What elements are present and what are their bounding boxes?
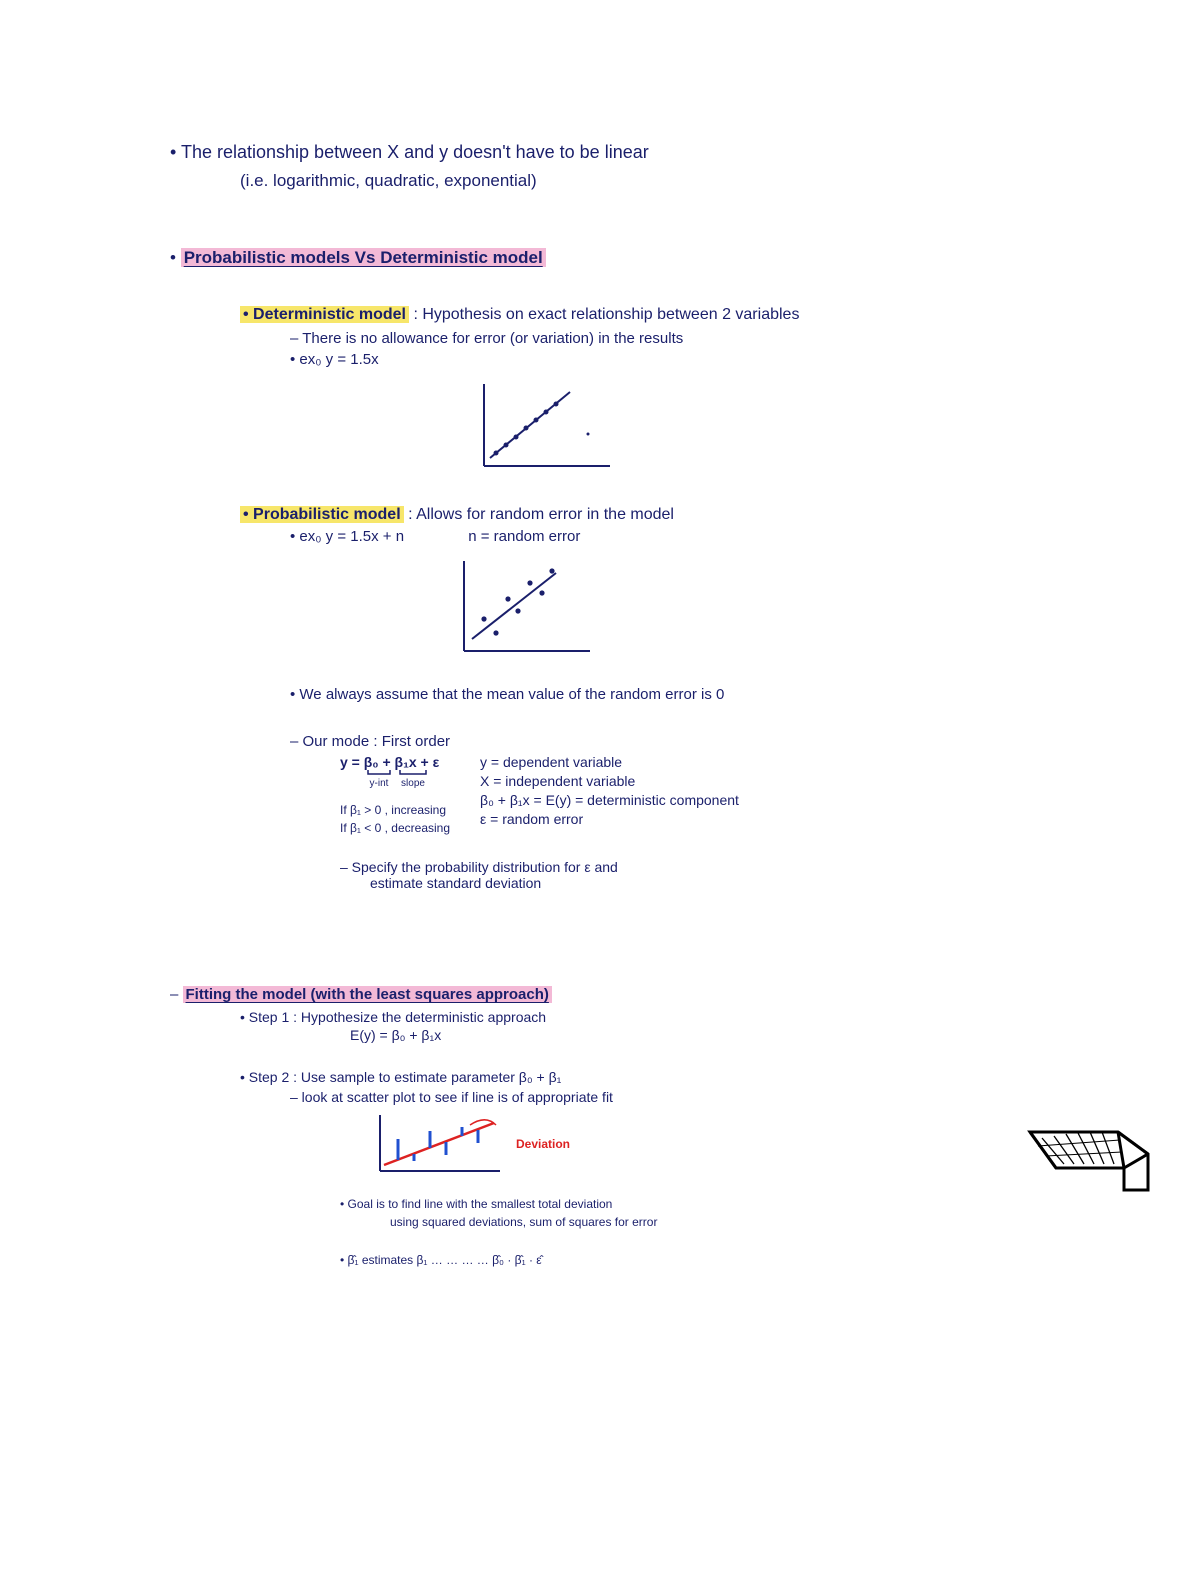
- intro-line-1: • The relationship between X and y doesn…: [170, 140, 1030, 165]
- fo-spec1: – Specify the probability distribution f…: [340, 859, 1030, 875]
- goal2: using squared deviations, sum of squares…: [390, 1215, 1030, 1229]
- firstorder-inc: If β₁ > 0 , increasing: [340, 803, 450, 817]
- brace-slope: slope: [401, 778, 425, 789]
- firstorder-dec: If β₁ < 0 , decreasing: [340, 821, 450, 835]
- fo-r2: X = independent variable: [480, 773, 739, 789]
- step2a: • Step 2 : Use sample to estimate parame…: [240, 1069, 1030, 1085]
- step1a: • Step 1 : Hypothesize the deterministic…: [240, 1009, 1030, 1025]
- deterministic-chart: [470, 376, 630, 481]
- deterministic-sub2: • ex₀ y = 1.5x: [290, 351, 1030, 368]
- section1-title: Probabilistic models Vs Deterministic mo…: [181, 248, 546, 267]
- probabilistic-def: : Allows for random error in the model: [408, 506, 674, 523]
- probabilistic-chart: [450, 553, 610, 663]
- step2b: – look at scatter plot to see if line is…: [290, 1089, 1030, 1105]
- deviation-label: Deviation: [516, 1137, 570, 1151]
- step1b: E(y) = β₀ + β₁x: [350, 1027, 1030, 1043]
- est-line: • β̂₁ estimates β₁ … … … … β̂₀ · β̂₁ · ε…: [340, 1253, 1030, 1267]
- deterministic-def: : Hypothesis on exact relationship betwe…: [413, 306, 799, 323]
- fo-spec2: estimate standard deviation: [370, 875, 1030, 891]
- fitting-title: Fitting the model (with the least square…: [183, 986, 552, 1003]
- probabilistic-sub1b: n = random error: [468, 528, 580, 545]
- firstorder-head: – Our mode : First order: [290, 733, 1030, 750]
- probabilistic-sub1: • ex₀ y = 1.5x + n: [290, 528, 404, 545]
- brace-yint: y-int: [370, 778, 389, 789]
- probabilistic-assume: • We always assume that the mean value o…: [290, 686, 1030, 703]
- deterministic-sub1: – There is no allowance for error (or va…: [290, 330, 1030, 347]
- fitting-dash: –: [170, 986, 183, 1003]
- deviation-chart: [370, 1109, 510, 1179]
- deterministic-label: • Deterministic model: [240, 306, 409, 323]
- intro-line-2: (i.e. logarithmic, quadratic, exponentia…: [240, 169, 1030, 193]
- fo-r1: y = dependent variable: [480, 754, 739, 770]
- section1-bullet: •: [170, 248, 181, 267]
- probabilistic-label: • Probabilistic model: [240, 506, 404, 523]
- fo-r3: β₀ + β₁x = E(y) = deterministic componen…: [480, 792, 739, 808]
- goal1: • Goal is to find line with the smallest…: [340, 1197, 1030, 1211]
- fo-r4: ε = random error: [480, 811, 739, 827]
- corner-doodle-icon: [1020, 1120, 1160, 1200]
